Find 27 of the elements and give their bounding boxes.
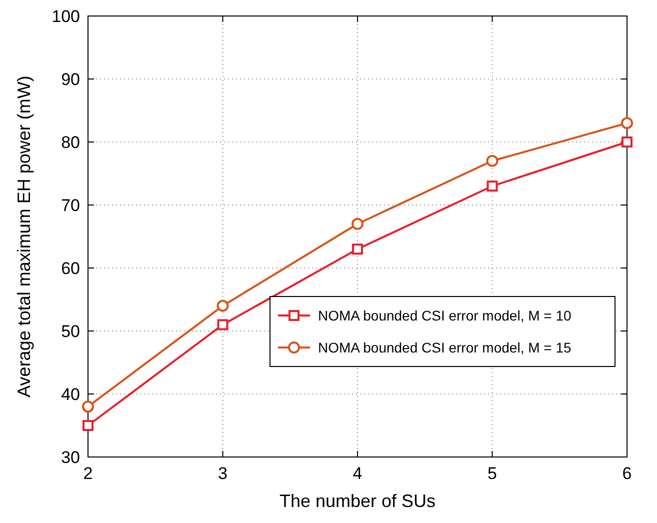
point xyxy=(82,420,94,431)
y-tick-label: 90 xyxy=(61,70,80,89)
y-tick-label: 70 xyxy=(61,196,80,215)
point xyxy=(352,244,363,255)
y-tick-label: 100 xyxy=(52,7,80,26)
x-tick-label: 2 xyxy=(83,464,93,483)
x-tick-label: 5 xyxy=(488,464,497,483)
y-tick-label: 60 xyxy=(61,259,80,278)
x-axis-title: The number of SUs xyxy=(279,491,436,511)
y-axis-title: Average total maximum EH power (mW) xyxy=(14,76,34,398)
point xyxy=(622,136,632,148)
point xyxy=(216,300,229,312)
x-tick-label: 3 xyxy=(218,464,228,483)
point xyxy=(486,154,498,167)
y-tick-label: 80 xyxy=(61,133,80,152)
y-tick-label: 50 xyxy=(61,322,80,341)
point xyxy=(621,117,633,130)
x-tick-label: 6 xyxy=(622,464,632,483)
point xyxy=(486,180,498,192)
legend-label: NOMA bounded CSI error model, M = 10 xyxy=(318,308,572,324)
point xyxy=(352,218,364,230)
point xyxy=(217,319,228,330)
y-tick-label: 30 xyxy=(61,448,80,467)
x-tick-label: 4 xyxy=(352,464,362,483)
legend-label: NOMA bounded CSI error model, M = 15 xyxy=(318,340,572,356)
point xyxy=(82,400,94,413)
y-tick-label: 40 xyxy=(61,385,80,404)
